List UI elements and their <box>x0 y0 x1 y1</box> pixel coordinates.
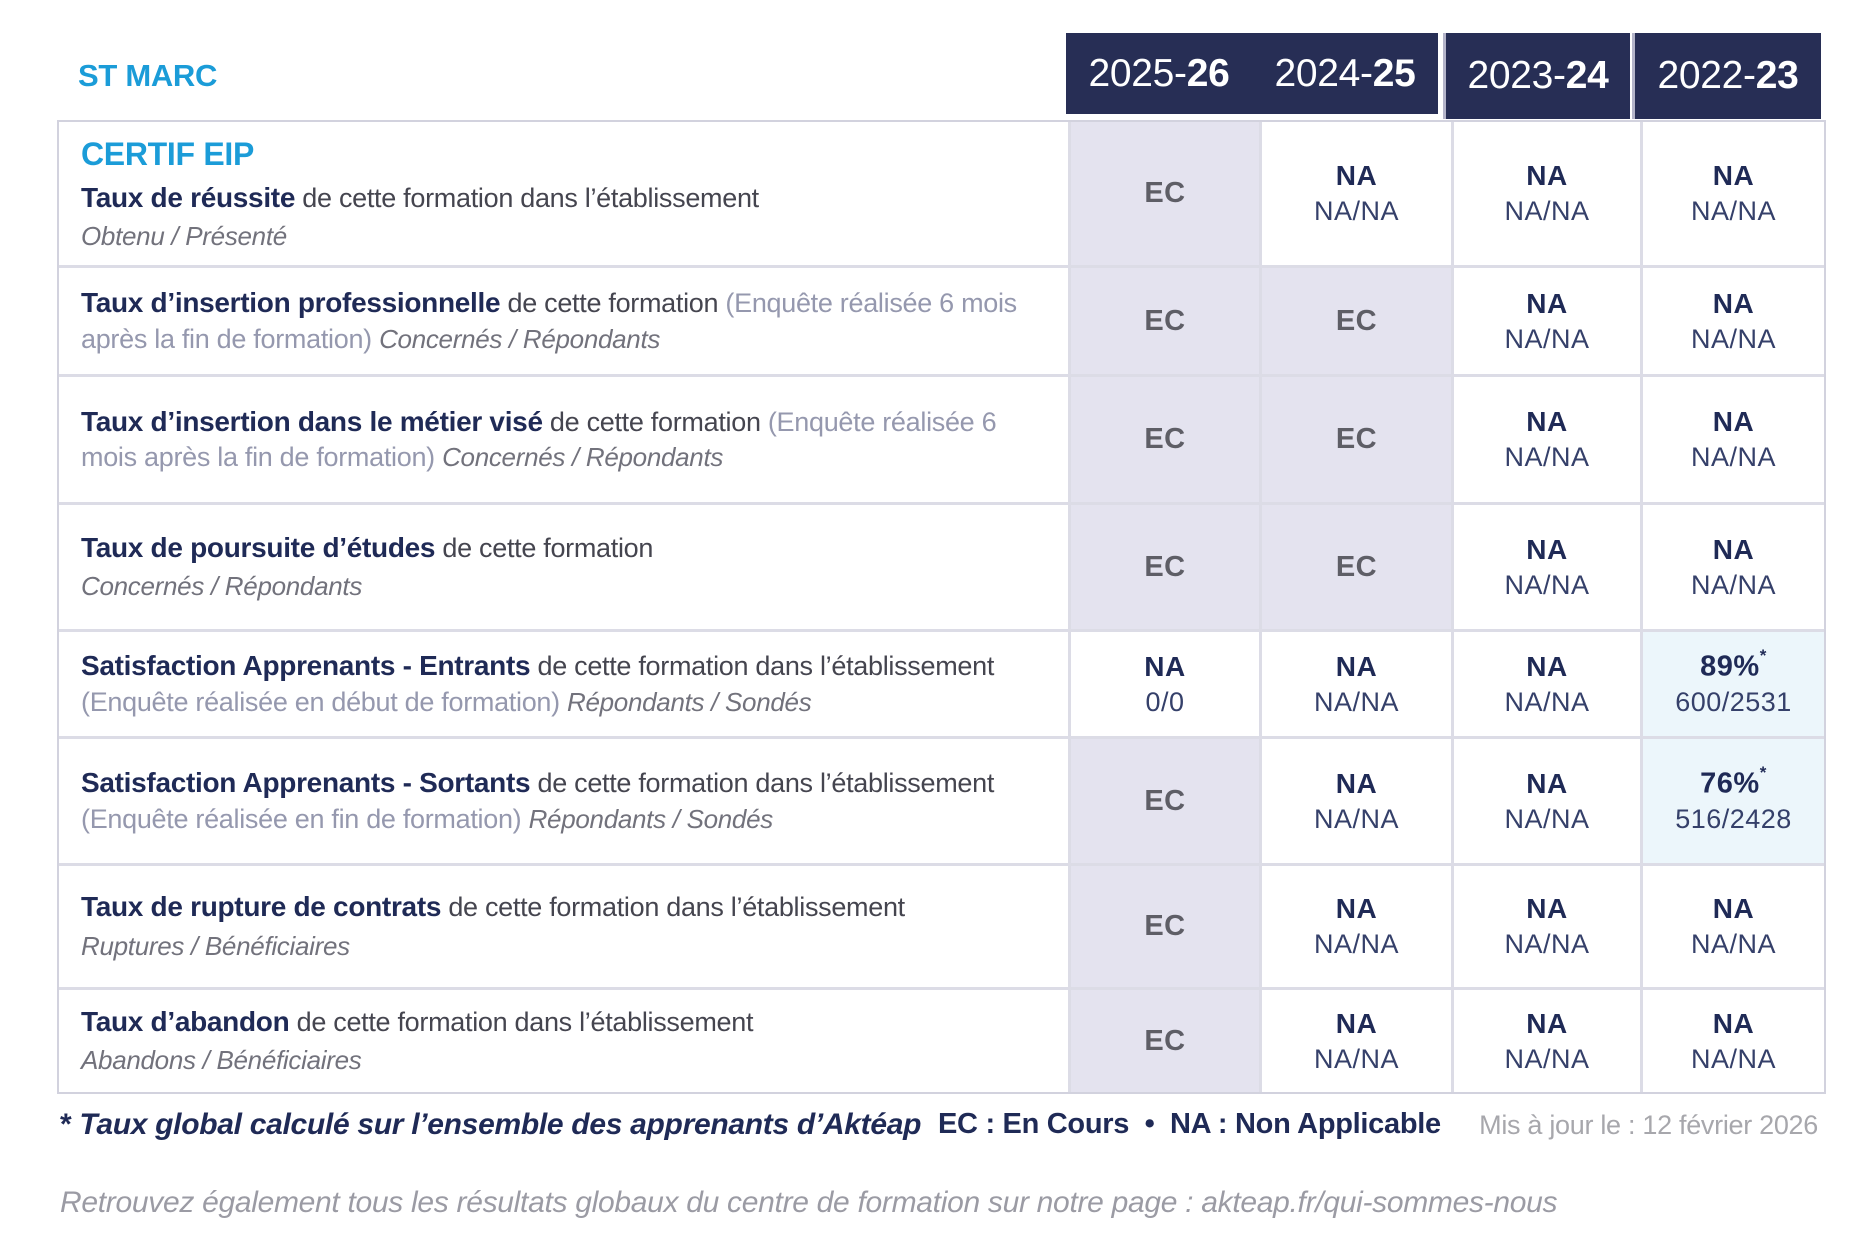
value-cell: NA NA/NA <box>1454 632 1640 736</box>
last-updated: Mis à jour le : 12 février 2026 <box>1479 1110 1818 1140</box>
row-title-line: Taux de réussite de cette formation dans… <box>81 181 759 213</box>
value-cell: NA NA/NA <box>1454 990 1640 1092</box>
value-cell: EC <box>1071 505 1259 629</box>
value-cell: NA NA/NA <box>1643 990 1824 1092</box>
footnote-marker: * <box>1759 762 1767 782</box>
value-cell: EC <box>1071 122 1259 265</box>
value-cell: EC <box>1071 268 1259 374</box>
indicators-table: CERTIF EIP Taux de réussite de cette for… <box>57 120 1826 1094</box>
global-results-link-line: Retrouvez également tous les résultats g… <box>60 1186 1558 1219</box>
row-title-line: Taux d’insertion professionnelle de cett… <box>81 287 1017 354</box>
value-cell: NA NA/NA <box>1643 866 1824 987</box>
value-cell: EC <box>1071 377 1259 502</box>
year-header-group-current: 2025-26 2024-25 <box>1066 33 1438 114</box>
row-label-insertion-metier: Taux d’insertion dans le métier visé de … <box>59 377 1068 502</box>
row-label-satisfaction-entrants: Satisfaction Apprenants - Entrants de ce… <box>59 632 1068 736</box>
row-label-taux-reussite: CERTIF EIP Taux de réussite de cette for… <box>59 122 1068 265</box>
value-cell: NA NA/NA <box>1454 505 1640 629</box>
value-cell: NA NA/NA <box>1262 739 1451 863</box>
footnote: * Taux global calculé sur l’ensemble des… <box>60 1108 922 1141</box>
year-label: 2022-23 <box>1657 54 1799 97</box>
value-cell: EC <box>1262 268 1451 374</box>
year-label: 2025-26 <box>1088 51 1230 95</box>
row-subtitle: Concernés / Répondants <box>81 571 363 602</box>
row-label-insertion-professionnelle: Taux d’insertion professionnelle de cett… <box>59 268 1068 374</box>
value-cell-highlight: 76%* 516/2428 <box>1643 739 1824 863</box>
row-label-satisfaction-sortants: Satisfaction Apprenants - Sortants de ce… <box>59 739 1068 863</box>
row-label-abandon: Taux d’abandon de cette formation dans l… <box>59 990 1068 1092</box>
value-cell: EC <box>1071 990 1259 1092</box>
value-cell: NA NA/NA <box>1643 505 1824 629</box>
value-cell: EC <box>1071 739 1259 863</box>
value-cell: EC <box>1071 866 1259 987</box>
value-cell-highlight: 89%* 600/2531 <box>1643 632 1824 736</box>
value-cell: NA NA/NA <box>1643 122 1824 265</box>
row-subtitle: Obtenu / Présenté <box>81 220 287 251</box>
program-title: CERTIF EIP <box>81 136 255 172</box>
value-cell: EC <box>1262 377 1451 502</box>
value-cell: NA NA/NA <box>1262 866 1451 987</box>
value-cell: EC <box>1262 505 1451 629</box>
value-cell: NA NA/NA <box>1454 122 1640 265</box>
value-cell: NA 0/0 <box>1071 632 1259 736</box>
year-header-2024-25: 2024-25 <box>1252 52 1438 96</box>
legend: EC : En Cours • NA : Non Applicable <box>938 1108 1441 1140</box>
value-cell: NA NA/NA <box>1262 122 1451 265</box>
site-title: ST MARC <box>78 58 218 93</box>
row-title-line: Taux de poursuite d’études de cette form… <box>81 531 654 563</box>
row-title-line: Satisfaction Apprenants - Sortants de ce… <box>81 767 995 834</box>
row-label-rupture-contrats: Taux de rupture de contrats de cette for… <box>59 866 1068 987</box>
row-label-poursuite-etudes: Taux de poursuite d’études de cette form… <box>59 505 1068 629</box>
row-title-line: Taux d’abandon de cette formation dans l… <box>81 1005 754 1037</box>
value-cell: NA NA/NA <box>1454 866 1640 987</box>
year-label: 2024-25 <box>1274 51 1416 95</box>
year-label: 2023-24 <box>1467 54 1609 97</box>
footnote-marker: * <box>1759 645 1767 665</box>
year-header-2025-26: 2025-26 <box>1066 52 1252 96</box>
row-title-line: Satisfaction Apprenants - Entrants de ce… <box>81 650 995 717</box>
value-cell: NA NA/NA <box>1262 632 1451 736</box>
row-subtitle: Abandons / Bénéficiaires <box>81 1045 362 1076</box>
footnote-star: * <box>60 1108 72 1141</box>
year-header-2022-23: 2022-23 <box>1632 33 1821 119</box>
value-cell: NA NA/NA <box>1643 268 1824 374</box>
row-title-line: Taux d’insertion dans le métier visé de … <box>81 405 997 473</box>
row-title-line: Taux de rupture de contrats de cette for… <box>81 891 905 923</box>
value-cell: NA NA/NA <box>1454 377 1640 502</box>
value-cell: NA NA/NA <box>1643 377 1824 502</box>
value-cell: NA NA/NA <box>1262 990 1451 1092</box>
year-header-2023-24: 2023-24 <box>1443 33 1630 119</box>
value-cell: NA NA/NA <box>1454 739 1640 863</box>
row-subtitle: Ruptures / Bénéficiaires <box>81 930 350 961</box>
value-cell: NA NA/NA <box>1454 268 1640 374</box>
